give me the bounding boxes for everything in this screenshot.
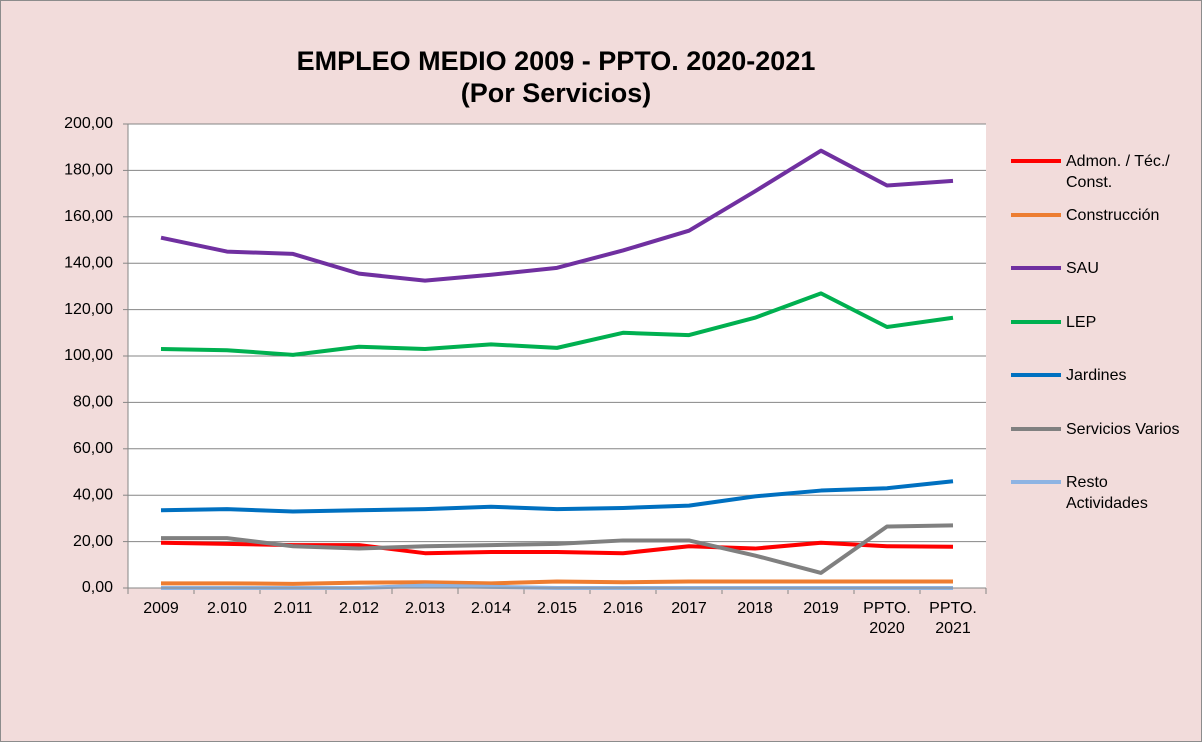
- legend-swatch: [1011, 319, 1061, 324]
- y-tick-label: 60,00: [73, 440, 113, 457]
- y-tick-label: 100,00: [64, 347, 113, 364]
- chart-title: EMPLEO MEDIO 2009 - PPTO. 2020-2021: [297, 46, 816, 76]
- x-tick-label: 2.014: [470, 600, 512, 617]
- y-tick-label: 140,00: [64, 254, 113, 271]
- x-tick-label: 2009: [143, 600, 179, 617]
- y-tick-label: 120,00: [64, 301, 113, 318]
- legend-swatch: [1011, 212, 1061, 217]
- x-tick-label: 2017: [671, 600, 707, 617]
- chart-subtitle: (Por Servicios): [461, 78, 652, 108]
- legend-swatch: [1011, 426, 1061, 431]
- legend-swatch: [1011, 159, 1061, 163]
- series-line: [160, 291, 954, 357]
- legend-label: LEP: [1066, 313, 1097, 331]
- y-tick-label: 0,00: [82, 579, 113, 596]
- y-tick-label: 80,00: [73, 394, 113, 411]
- legend-label: Resto Actividades: [1066, 474, 1148, 512]
- legend-label: Jardines: [1066, 367, 1127, 384]
- series-line: [161, 523, 954, 575]
- x-tick-label: PPTO. 2021: [929, 600, 977, 637]
- y-tick-label: 200,00: [64, 115, 113, 132]
- legend-label: SAU: [1066, 260, 1099, 277]
- x-tick-label: 2018: [737, 600, 773, 617]
- series-line: [160, 479, 954, 514]
- y-tick-label: 180,00: [64, 162, 113, 179]
- legend-swatch: [1011, 266, 1061, 270]
- x-tick-label: 2.015: [536, 600, 578, 617]
- legend-swatch: [1011, 373, 1061, 377]
- series-line: [161, 579, 953, 586]
- x-tick-label: 2.016: [602, 600, 644, 617]
- y-tick-label: 20,00: [73, 533, 113, 550]
- y-tick-label: 40,00: [73, 486, 113, 503]
- legend-label: Construcción: [1066, 206, 1160, 224]
- y-tick-label: 160,00: [64, 208, 113, 225]
- legend-label: Admon. / Téc./ Const.: [1066, 153, 1170, 191]
- x-tick-label: 2.013: [404, 600, 446, 617]
- x-tick-label: 2.012: [338, 600, 380, 617]
- legend-swatch: [1011, 480, 1061, 484]
- x-tick-label: 2.011: [273, 600, 313, 617]
- x-tick-label: 2019: [803, 600, 839, 617]
- x-tick-label: PPTO. 2020: [863, 600, 911, 637]
- x-tick-label: 2.010: [206, 600, 248, 617]
- series-line: [160, 148, 954, 283]
- legend-label: Servicios Varios: [1066, 420, 1180, 438]
